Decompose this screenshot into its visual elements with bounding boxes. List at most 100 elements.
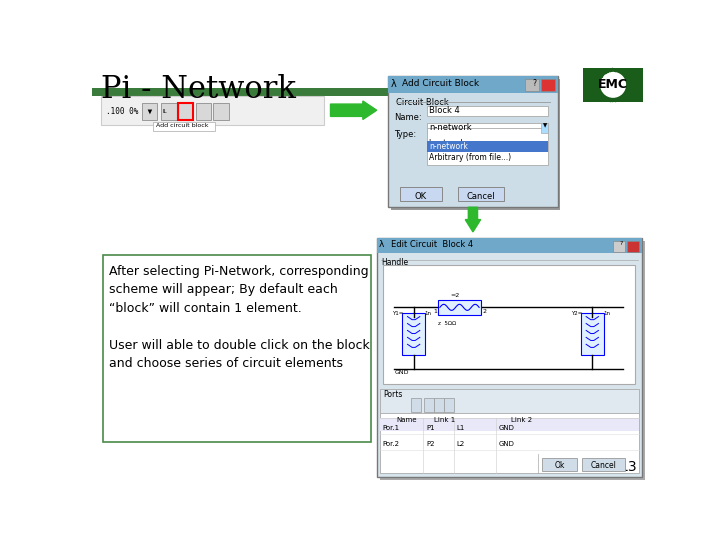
Bar (627, 241, 639, 252)
Text: GND: GND (498, 425, 514, 431)
Bar (441, 88, 443, 96)
Text: and choose series of circuit elements: and choose series of circuit elements (109, 357, 343, 370)
Bar (531, 88, 533, 96)
Bar (542, 458, 577, 470)
Bar (400, 187, 442, 201)
Text: 1n: 1n (603, 311, 610, 316)
Bar (445, 88, 448, 96)
Text: =2: =2 (451, 293, 460, 298)
Text: 13: 13 (619, 461, 637, 475)
Text: λ: λ (390, 79, 396, 90)
Bar (383, 265, 634, 384)
Text: Link 1: Link 1 (434, 417, 456, 423)
Bar (464, 88, 466, 96)
Bar (541, 123, 549, 133)
Bar (444, 398, 454, 412)
Bar (533, 88, 535, 96)
Bar (492, 88, 494, 96)
Bar (541, 79, 554, 91)
Bar (466, 88, 468, 96)
Text: P1: P1 (427, 425, 436, 431)
FancyArrow shape (465, 207, 481, 232)
Bar (448, 88, 450, 96)
Bar (427, 141, 549, 152)
Text: L1: L1 (456, 425, 464, 431)
Bar (477, 88, 480, 96)
Bar (196, 103, 211, 120)
Bar (459, 88, 462, 96)
Text: z  5ΩΩ: z 5ΩΩ (438, 321, 456, 326)
Bar (427, 106, 549, 117)
Bar (452, 88, 454, 96)
Text: Arbitrary (from file...): Arbitrary (from file...) (429, 153, 511, 163)
Bar (468, 88, 471, 96)
Bar (388, 76, 558, 93)
Bar (540, 88, 542, 96)
Bar (487, 88, 489, 96)
Bar (379, 413, 639, 473)
Bar (379, 418, 639, 430)
Text: L2: L2 (456, 441, 464, 447)
Bar (526, 88, 528, 96)
Bar (411, 398, 420, 412)
Bar (379, 389, 639, 415)
Bar (434, 398, 444, 412)
Text: Pi - Network: Pi - Network (101, 74, 296, 105)
Bar (508, 88, 510, 96)
Bar (456, 88, 459, 96)
Bar (443, 88, 445, 96)
Bar (581, 313, 604, 355)
Bar (101, 96, 324, 125)
Bar (92, 88, 438, 96)
Bar (178, 103, 194, 120)
Text: Link 2: Link 2 (511, 417, 533, 423)
Text: Edit Circuit  Block 4: Edit Circuit Block 4 (390, 240, 473, 248)
Text: Ok: Ok (555, 461, 565, 470)
Bar (500, 88, 503, 96)
Text: Y1=: Y1= (392, 311, 403, 316)
Text: IL: IL (163, 110, 167, 114)
Text: 2: 2 (483, 309, 487, 314)
Bar (142, 103, 157, 120)
Bar (457, 187, 504, 201)
Bar (425, 398, 433, 412)
Bar (427, 128, 549, 165)
Bar (582, 458, 625, 470)
Bar (485, 88, 487, 96)
Bar (547, 88, 549, 96)
Bar (390, 79, 560, 210)
Bar (542, 88, 544, 96)
Bar (213, 103, 229, 120)
Text: scheme will appear; By default each: scheme will appear; By default each (109, 284, 338, 296)
Bar (379, 241, 645, 480)
Text: Name: Name (396, 417, 416, 423)
Bar (521, 88, 523, 96)
Text: Add circuit block: Add circuit block (156, 123, 209, 127)
Bar (519, 88, 521, 96)
Text: OK: OK (415, 192, 427, 201)
Text: Add Circuit Block: Add Circuit Block (402, 79, 480, 89)
Bar (489, 88, 492, 96)
Bar (498, 88, 500, 96)
Bar (510, 88, 512, 96)
Text: Handle: Handle (382, 258, 408, 267)
Bar (427, 123, 549, 133)
Text: Y2=: Y2= (571, 311, 582, 316)
Text: l network: l network (429, 139, 465, 148)
Bar (503, 88, 505, 96)
Text: .100 0%  ▼: .100 0% ▼ (106, 107, 152, 116)
Bar (526, 79, 539, 91)
Bar (475, 88, 477, 96)
Text: 1n: 1n (425, 311, 431, 316)
Bar (102, 255, 371, 442)
Bar (450, 88, 452, 96)
Text: n-network: n-network (429, 142, 468, 151)
Bar (505, 88, 508, 96)
Bar (538, 88, 540, 96)
Text: Circuit Block: Circuit Block (396, 98, 449, 107)
Bar (480, 88, 482, 96)
Text: After selecting Pi-Network, corresponding: After selecting Pi-Network, correspondin… (109, 265, 369, 278)
Bar (473, 88, 475, 96)
Bar (494, 88, 496, 96)
FancyArrow shape (330, 101, 377, 119)
